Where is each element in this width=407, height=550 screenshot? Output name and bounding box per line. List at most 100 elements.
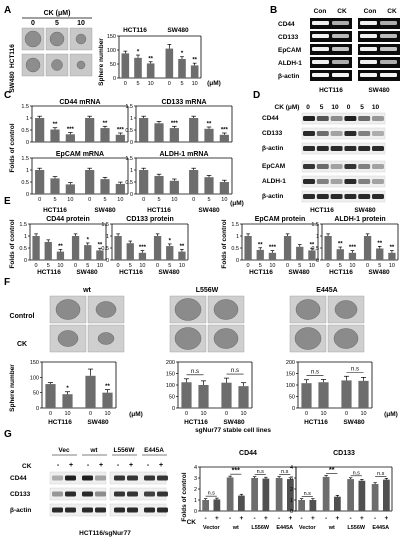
panel-e-group-label: SW480 (158, 269, 180, 276)
blot-band (65, 507, 76, 513)
y-tick-label: 100 (166, 383, 175, 389)
panel-b-band-label: β-actin (278, 73, 299, 80)
gel-strip (358, 31, 400, 42)
significance-star: ** (180, 244, 185, 250)
y-tick-label: 1 (316, 234, 319, 240)
panel-g-chart-sign: + (264, 515, 268, 522)
gel-band (380, 34, 397, 38)
panel-b-lane-label: Con (364, 8, 377, 15)
blot-band (127, 491, 138, 497)
panel-g-band-label: CD133 (10, 491, 31, 498)
panel-a-group-label: HCT116 (123, 27, 147, 34)
bar (154, 176, 164, 194)
x-tick-label: 5 (157, 197, 160, 203)
bar (115, 134, 125, 142)
bar (178, 58, 186, 78)
panel-g-chart-sign: + (335, 515, 339, 522)
bar (226, 477, 234, 511)
y-tick-label: 1.5 (21, 104, 29, 110)
blot-band (358, 116, 371, 121)
blot-band (144, 491, 155, 497)
y-tick-label: 0.5 (21, 128, 29, 134)
bar (219, 134, 229, 142)
y-tick-label: 150 (30, 360, 39, 366)
y-tick-label: 1 (130, 116, 133, 122)
panel-a-row-label-hct116: HCT116 (9, 44, 16, 68)
gel-band (360, 60, 377, 64)
gel-strip (310, 44, 352, 55)
blot-band (344, 179, 357, 184)
panel-letter-A: A (4, 5, 11, 16)
sphere-colony (24, 30, 42, 48)
panel-f-group-label: HCT116 (184, 419, 208, 426)
significance-star: ** (103, 121, 108, 127)
y-tick-label: 100 (107, 48, 116, 54)
panel-g-band-label: CD44 (10, 475, 27, 482)
significance-label: n.s (304, 491, 312, 497)
x-tick-label: 0 (142, 197, 145, 203)
bar (388, 252, 396, 260)
panel-f-group-label: SW480 (87, 419, 109, 426)
significance-label: n.s (377, 471, 385, 477)
blot-band (330, 164, 343, 169)
bar (114, 236, 122, 260)
y-tick-label: 1 (26, 116, 29, 122)
significance-star: ** (105, 384, 110, 390)
bar (189, 170, 199, 194)
y-tick-label: 4 (290, 465, 293, 471)
significance-ns: n.s (351, 366, 359, 372)
y-tick-label: 200 (286, 360, 295, 366)
panel-g-ylabel: Folds of control (181, 472, 188, 521)
significance-star: *** (139, 245, 147, 251)
bar (219, 182, 229, 194)
y-tick-label: 1 (130, 168, 133, 174)
y-tick-label: 100 (286, 383, 295, 389)
y-tick-label: 0 (194, 509, 197, 515)
panel-a-unit: (μM) (207, 80, 221, 87)
panel-d-band-label: CD133 (262, 130, 283, 137)
panel-e-group-label: SW480 (288, 269, 310, 276)
panel-f-group-label: SW480 (223, 419, 245, 426)
panel-a-dose-label: 0 (31, 20, 35, 27)
significance-star: * (181, 51, 184, 57)
panel-c-group-label: SW480 (94, 207, 116, 214)
bar (238, 386, 249, 408)
bar (296, 246, 304, 260)
blot-band (316, 164, 329, 169)
bar (336, 249, 344, 260)
panel-c-chart: 00.511.5*** ***** (125, 104, 233, 146)
panel-c-group-label: SW480 (198, 207, 220, 214)
blot-strip (49, 487, 107, 501)
bar (190, 65, 199, 78)
x-tick-label: 5 (129, 263, 132, 269)
x-tick-label: 5 (86, 263, 89, 269)
bar (169, 180, 179, 194)
panel-g-chart-group: E445A (372, 525, 389, 531)
bar (154, 123, 164, 142)
panel-f-group-label: HCT116 (304, 419, 328, 426)
blot-band (303, 116, 315, 121)
blot-band (316, 146, 329, 151)
blot-band (372, 146, 384, 151)
panel-g-chart-group: E445A (276, 525, 293, 531)
panel-letter-E: E (4, 196, 11, 207)
panel-g-chart-sign: - (254, 515, 256, 522)
x-tick-label: 0 (185, 411, 188, 417)
x-tick-label: 5 (53, 197, 56, 203)
panel-d-band-label: β-actin (262, 145, 283, 152)
bar (35, 170, 45, 194)
sphere-colony (55, 299, 81, 320)
y-tick-label: 0.5 (125, 128, 133, 134)
blot-band (82, 507, 93, 513)
blot-band (127, 475, 138, 481)
bar (139, 170, 149, 194)
blot-band (316, 116, 329, 121)
y-tick-label: 2 (194, 487, 197, 493)
panel-g-lane-sign: + (129, 462, 133, 469)
gel-band (380, 73, 397, 77)
x-tick-label: 0 (286, 263, 289, 269)
blot-strip (301, 175, 386, 188)
panel-f-group-label: SW480 (343, 419, 365, 426)
sphere-colony (25, 57, 41, 73)
